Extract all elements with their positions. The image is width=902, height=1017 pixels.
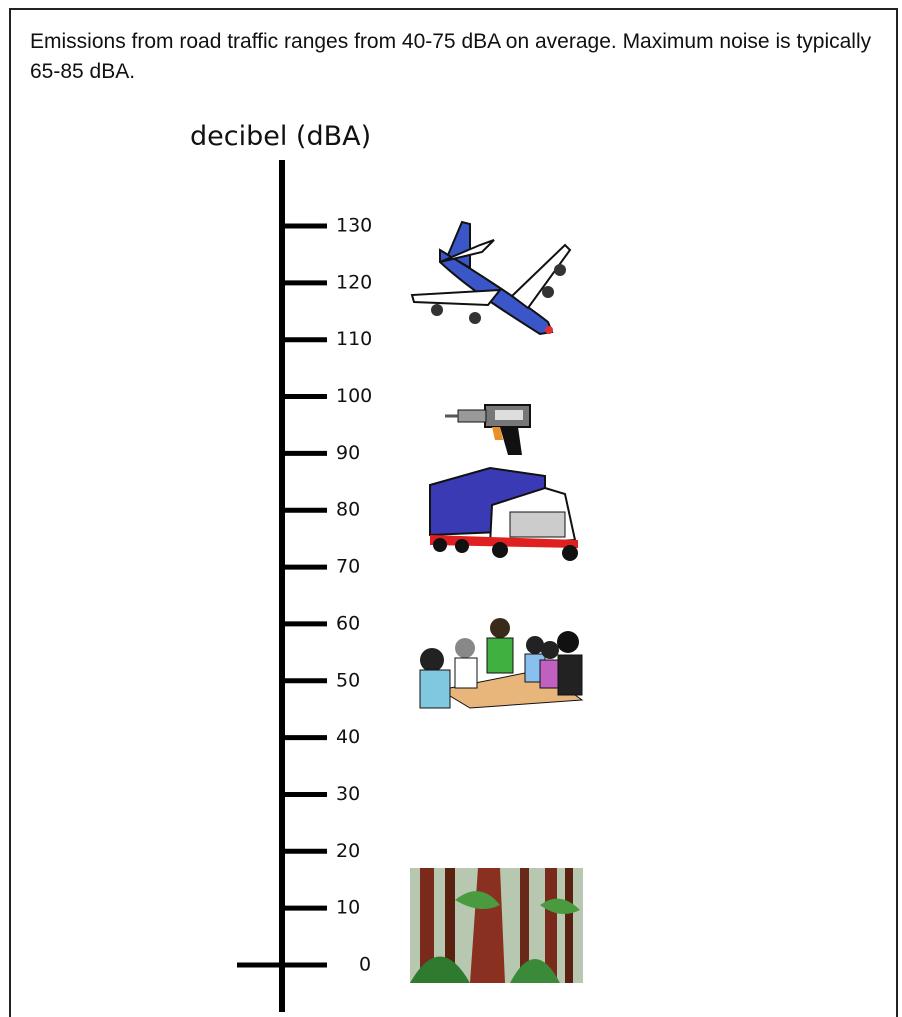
tick-label: 30 (336, 783, 360, 805)
tick-label: 120 (336, 271, 372, 293)
airplane-illustration (410, 220, 572, 336)
tick-label: 10 (336, 897, 360, 919)
tick-label: 100 (336, 385, 372, 407)
scale-label: decibel (dBA) (190, 121, 371, 152)
tick-label: 40 (336, 726, 360, 748)
tick-label: 50 (336, 669, 360, 691)
tick-label: 60 (336, 612, 360, 634)
tick-label: 20 (336, 840, 360, 862)
tick-label: 110 (336, 328, 372, 350)
tick-label: 80 (336, 499, 360, 521)
tick-label: 90 (336, 442, 360, 464)
truck-illustration (429, 466, 578, 561)
tick-label: 0 (359, 954, 371, 976)
tick-label: 130 (336, 215, 372, 237)
drill-illustration (445, 404, 531, 455)
frame (9, 8, 898, 1017)
caption: Emissions from road traffic ranges from … (30, 30, 872, 83)
tick-label: 70 (336, 556, 360, 578)
forest-illustration (410, 868, 583, 983)
meeting-illustration (418, 618, 584, 709)
